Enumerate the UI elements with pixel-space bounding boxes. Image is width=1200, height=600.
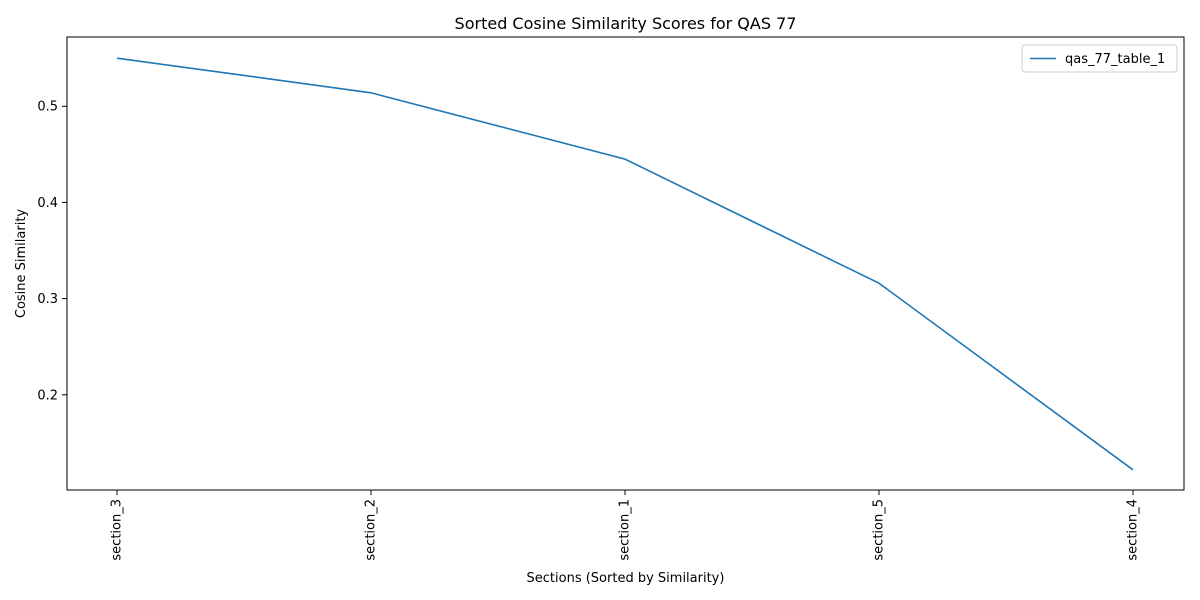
x-axis-ticks: section_3 section_2 section_1 section_5 sect… bbox=[110, 490, 1141, 561]
x-tick-label: section_3 bbox=[110, 499, 125, 561]
legend-label-qas-77-table-1: qas_77_table_1 bbox=[1065, 52, 1165, 67]
x-tick-label: section_2 bbox=[364, 499, 379, 561]
chart-title: Sorted Cosine Similarity Scores for QAS … bbox=[455, 14, 797, 33]
y-tick-label: 0.3 bbox=[37, 292, 58, 307]
x-tick-label: section_1 bbox=[618, 499, 633, 561]
y-axis-label: Cosine Similarity bbox=[14, 209, 29, 319]
legend: qas_77_table_1 bbox=[1021, 44, 1178, 73]
y-axis-ticks: 0.2 0.3 0.4 0.5 bbox=[37, 100, 67, 403]
x-tick-label: section_5 bbox=[872, 499, 887, 561]
x-tick-label: section_4 bbox=[1126, 499, 1141, 561]
y-tick-label: 0.2 bbox=[37, 388, 58, 403]
x-axis-label: Sections (Sorted by Similarity) bbox=[527, 571, 725, 586]
y-tick-label: 0.5 bbox=[37, 100, 58, 115]
y-tick-label: 0.4 bbox=[37, 196, 58, 211]
series-line-qas-77-table-1 bbox=[116, 57, 1134, 471]
legend-box bbox=[1021, 44, 1178, 73]
plot-area-frame bbox=[66, 36, 1185, 491]
